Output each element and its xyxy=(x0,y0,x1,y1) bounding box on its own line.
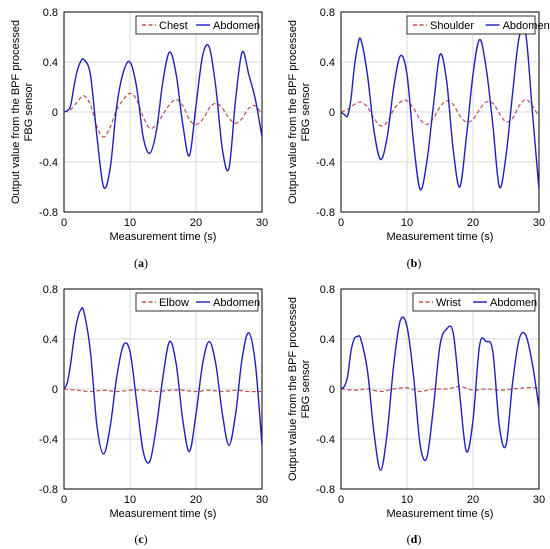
y-tick-label: -0.4 xyxy=(39,157,58,169)
panel-label: (d) xyxy=(407,532,422,546)
y-tick-label: -0.8 xyxy=(316,207,335,219)
legend-label: Abdomen xyxy=(213,20,260,32)
y-tick-label: -0.8 xyxy=(316,484,335,496)
series-line-abdomen xyxy=(64,44,262,189)
y-tick-label: 0.8 xyxy=(43,7,58,19)
x-tick-label: 0 xyxy=(61,217,67,229)
legend-box xyxy=(406,15,536,35)
panel-label-paren: ) xyxy=(144,256,148,270)
panel-label-letter: b xyxy=(411,256,418,270)
panel-label: (b) xyxy=(407,256,422,270)
panel-label-paren: ( xyxy=(407,256,411,270)
legend: Shoulder Abdomen xyxy=(406,15,550,35)
legend-label: Abdomen xyxy=(213,297,260,309)
y-tick-label: -0.4 xyxy=(316,434,335,446)
x-tick-label: 30 xyxy=(533,217,545,229)
y-tick-label: 0.4 xyxy=(320,57,335,69)
x-tick-label: 0 xyxy=(338,494,344,506)
x-tick-label: 10 xyxy=(124,494,136,506)
y-tick-label: -0.4 xyxy=(316,157,335,169)
legend-label: Abdomen xyxy=(490,297,537,309)
y-tick-label: 0 xyxy=(52,384,58,396)
x-axis-label: Measurement time (s) xyxy=(110,231,217,243)
panel-label-letter: c xyxy=(138,532,144,546)
chart-panel-3: 0 10 20 30 0.8 0.4 0 -0.4 -0.8 Measurement time (… xyxy=(287,284,545,546)
panel-label-paren: ( xyxy=(407,532,411,546)
x-tick-label: 10 xyxy=(401,217,413,229)
x-axis-label: Measurement time (s) xyxy=(387,508,494,520)
panel-label-paren: ) xyxy=(417,532,421,546)
panel-label: (a) xyxy=(134,256,148,270)
x-axis-label: Measurement time (s) xyxy=(110,508,217,520)
legend-label: Elbow xyxy=(159,297,189,309)
panel-label-paren: ) xyxy=(144,532,148,546)
y-tick-label: 0.8 xyxy=(43,284,58,296)
y-axis-label: FBG sensor xyxy=(300,82,312,141)
series-line-elbow xyxy=(64,388,262,393)
x-tick-label: 30 xyxy=(256,217,268,229)
y-tick-label: 0 xyxy=(52,107,58,119)
chart-panel-0: 0 10 20 30 0.8 0.4 0 -0.4 -0.8 Measurement time (… xyxy=(10,7,268,270)
panel-label-paren: ( xyxy=(134,532,138,546)
y-axis-label: Output value from the BPF processed xyxy=(10,20,22,204)
series-line-abdomen xyxy=(64,307,262,464)
x-tick-label: 20 xyxy=(467,494,479,506)
panel-label-paren: ( xyxy=(134,256,138,270)
x-tick-label: 10 xyxy=(124,217,136,229)
y-tick-label: -0.8 xyxy=(39,207,58,219)
y-tick-label: -0.8 xyxy=(39,484,58,496)
legend: Chest Abdomen xyxy=(135,15,260,35)
x-axis-label: Measurement time (s) xyxy=(387,231,494,243)
y-tick-label: 0.4 xyxy=(43,57,58,69)
y-tick-label: 0.8 xyxy=(320,7,335,19)
legend-label: Wrist xyxy=(436,297,461,309)
legend-label: Abdomen xyxy=(503,20,550,32)
series-line-abdomen xyxy=(341,316,539,471)
legend: Elbow Abdomen xyxy=(135,292,260,312)
panel-label: (c) xyxy=(134,532,147,546)
x-tick-label: 20 xyxy=(467,217,479,229)
panel-label-letter: d xyxy=(411,532,418,546)
x-tick-label: 0 xyxy=(338,217,344,229)
y-axis-label: Output value from the BPF processed xyxy=(287,297,299,481)
x-tick-label: 30 xyxy=(533,494,545,506)
legend: Wrist Abdomen xyxy=(412,292,537,312)
y-tick-label: 0.4 xyxy=(320,334,335,346)
y-tick-label: 0 xyxy=(329,107,335,119)
x-tick-label: 20 xyxy=(190,494,202,506)
y-tick-label: 0.8 xyxy=(320,284,335,296)
y-tick-label: -0.4 xyxy=(39,434,58,446)
legend-label: Chest xyxy=(159,20,188,32)
chart-panel-1: 0 10 20 30 0.8 0.4 0 -0.4 -0.8 Measurement time (… xyxy=(287,7,550,270)
x-tick-label: 20 xyxy=(190,217,202,229)
y-axis-label: FBG sensor xyxy=(300,359,312,418)
chart-panel-2: 0 10 20 30 0.8 0.4 0 -0.4 -0.8 Measurement time (… xyxy=(39,284,268,546)
series-line-abdomen xyxy=(341,26,539,191)
series-line-wrist xyxy=(341,385,539,393)
panel-label-paren: ) xyxy=(417,256,421,270)
x-tick-label: 30 xyxy=(256,494,268,506)
y-axis-label: Output value from the BPF processed xyxy=(287,20,299,204)
y-tick-label: 0.4 xyxy=(43,334,58,346)
y-axis-label: FBG sensor xyxy=(23,82,35,141)
x-tick-label: 10 xyxy=(401,494,413,506)
legend-label: Shoulder xyxy=(430,20,474,32)
panel-label-letter: a xyxy=(138,256,144,270)
y-tick-label: 0 xyxy=(329,384,335,396)
x-tick-label: 0 xyxy=(61,494,67,506)
series-line-chest xyxy=(64,92,262,138)
